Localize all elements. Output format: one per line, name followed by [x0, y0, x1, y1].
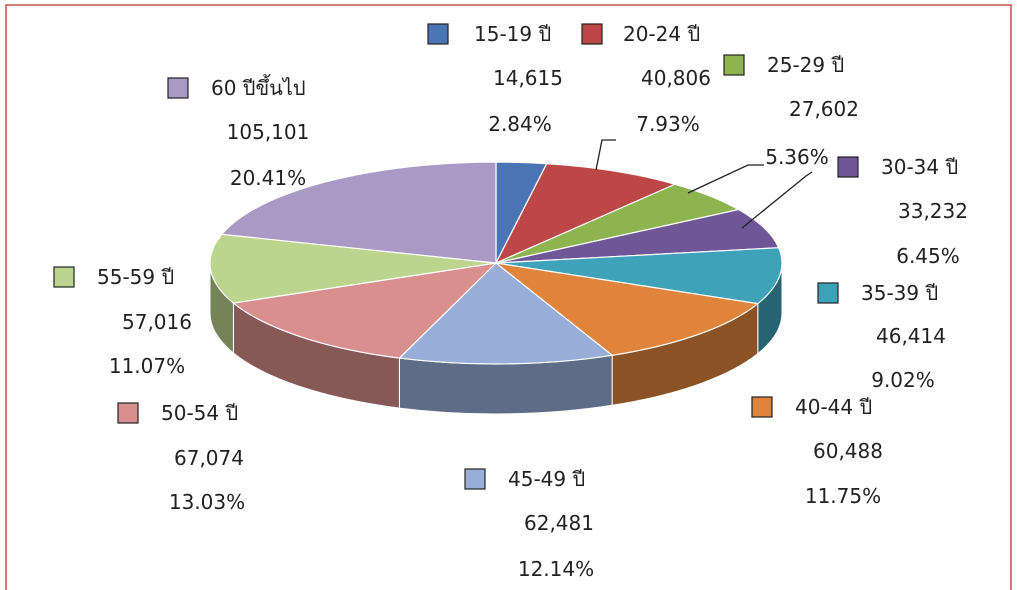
pie-slice-30-34	[495, 208, 780, 264]
slice-percent-25-29: 5.36%	[765, 145, 829, 169]
leader-line	[741, 171, 813, 229]
pie-slice-55-59	[209, 233, 497, 304]
slice-percent-20-24: 7.93%	[636, 112, 700, 136]
slice-label-45-49: 45-49 ปี	[508, 467, 585, 491]
slice-percent-55-59: 11.07%	[109, 354, 185, 378]
pie-slice-50-54	[232, 262, 498, 359]
slice-label-15-19: 15-19 ปี	[474, 22, 551, 46]
legend-swatch-45-49	[464, 468, 486, 490]
slice-percent-60: 20.41%	[230, 166, 306, 190]
slice-value-40-44: 60,488	[813, 439, 883, 463]
pie-slice-35-39	[495, 247, 783, 305]
pie-slice-45-49	[398, 262, 614, 365]
slice-label-50-54: 50-54 ปี	[161, 401, 238, 425]
slice-percent-30-34: 6.45%	[896, 244, 960, 268]
legend-swatch-50-54	[117, 402, 139, 424]
slice-value-55-59: 57,016	[122, 310, 192, 334]
slice-label-25-29: 25-29 ปี	[767, 53, 844, 77]
legend-swatch-60	[167, 77, 189, 99]
legend-swatch-55-59	[53, 266, 75, 288]
pie-slice-20-24	[494, 162, 677, 265]
slice-value-45-49: 62,481	[524, 511, 594, 535]
slice-label-20-24: 20-24 ปี	[623, 22, 700, 46]
legend-swatch-15-19	[427, 23, 449, 45]
leader-line	[595, 139, 616, 171]
slice-label-55-59: 55-59 ปี	[97, 265, 174, 289]
slice-value-25-29: 27,602	[789, 97, 859, 121]
legend-swatch-40-44	[751, 396, 773, 418]
slice-percent-15-19: 2.84%	[488, 112, 552, 136]
slice-label-40-44: 40-44 ปี	[795, 395, 872, 419]
pie-slice-40-44	[493, 262, 760, 356]
leader-line	[687, 164, 764, 194]
legend-swatch-25-29	[723, 54, 745, 76]
slice-percent-50-54: 13.03%	[169, 490, 245, 514]
slice-value-15-19: 14,615	[493, 66, 563, 90]
slice-value-35-39: 46,414	[876, 324, 946, 348]
legend-swatch-30-34	[837, 156, 859, 178]
slice-value-60: 105,101	[227, 120, 310, 144]
legend-swatch-35-39	[817, 282, 839, 304]
pie-slice-60	[220, 161, 497, 264]
legend-swatch-20-24	[581, 23, 603, 45]
slice-value-30-34: 33,232	[898, 199, 968, 223]
slice-percent-45-49: 12.14%	[518, 557, 594, 581]
slice-value-50-54: 67,074	[174, 446, 244, 470]
slice-label-30-34: 30-34 ปี	[881, 155, 958, 179]
slice-label-35-39: 35-39 ปี	[861, 281, 938, 305]
slice-label-60: 60 ปีขึ้นไป	[211, 74, 306, 100]
slice-value-20-24: 40,806	[641, 66, 711, 90]
slice-percent-35-39: 9.02%	[871, 368, 935, 392]
slice-percent-40-44: 11.75%	[805, 484, 881, 508]
